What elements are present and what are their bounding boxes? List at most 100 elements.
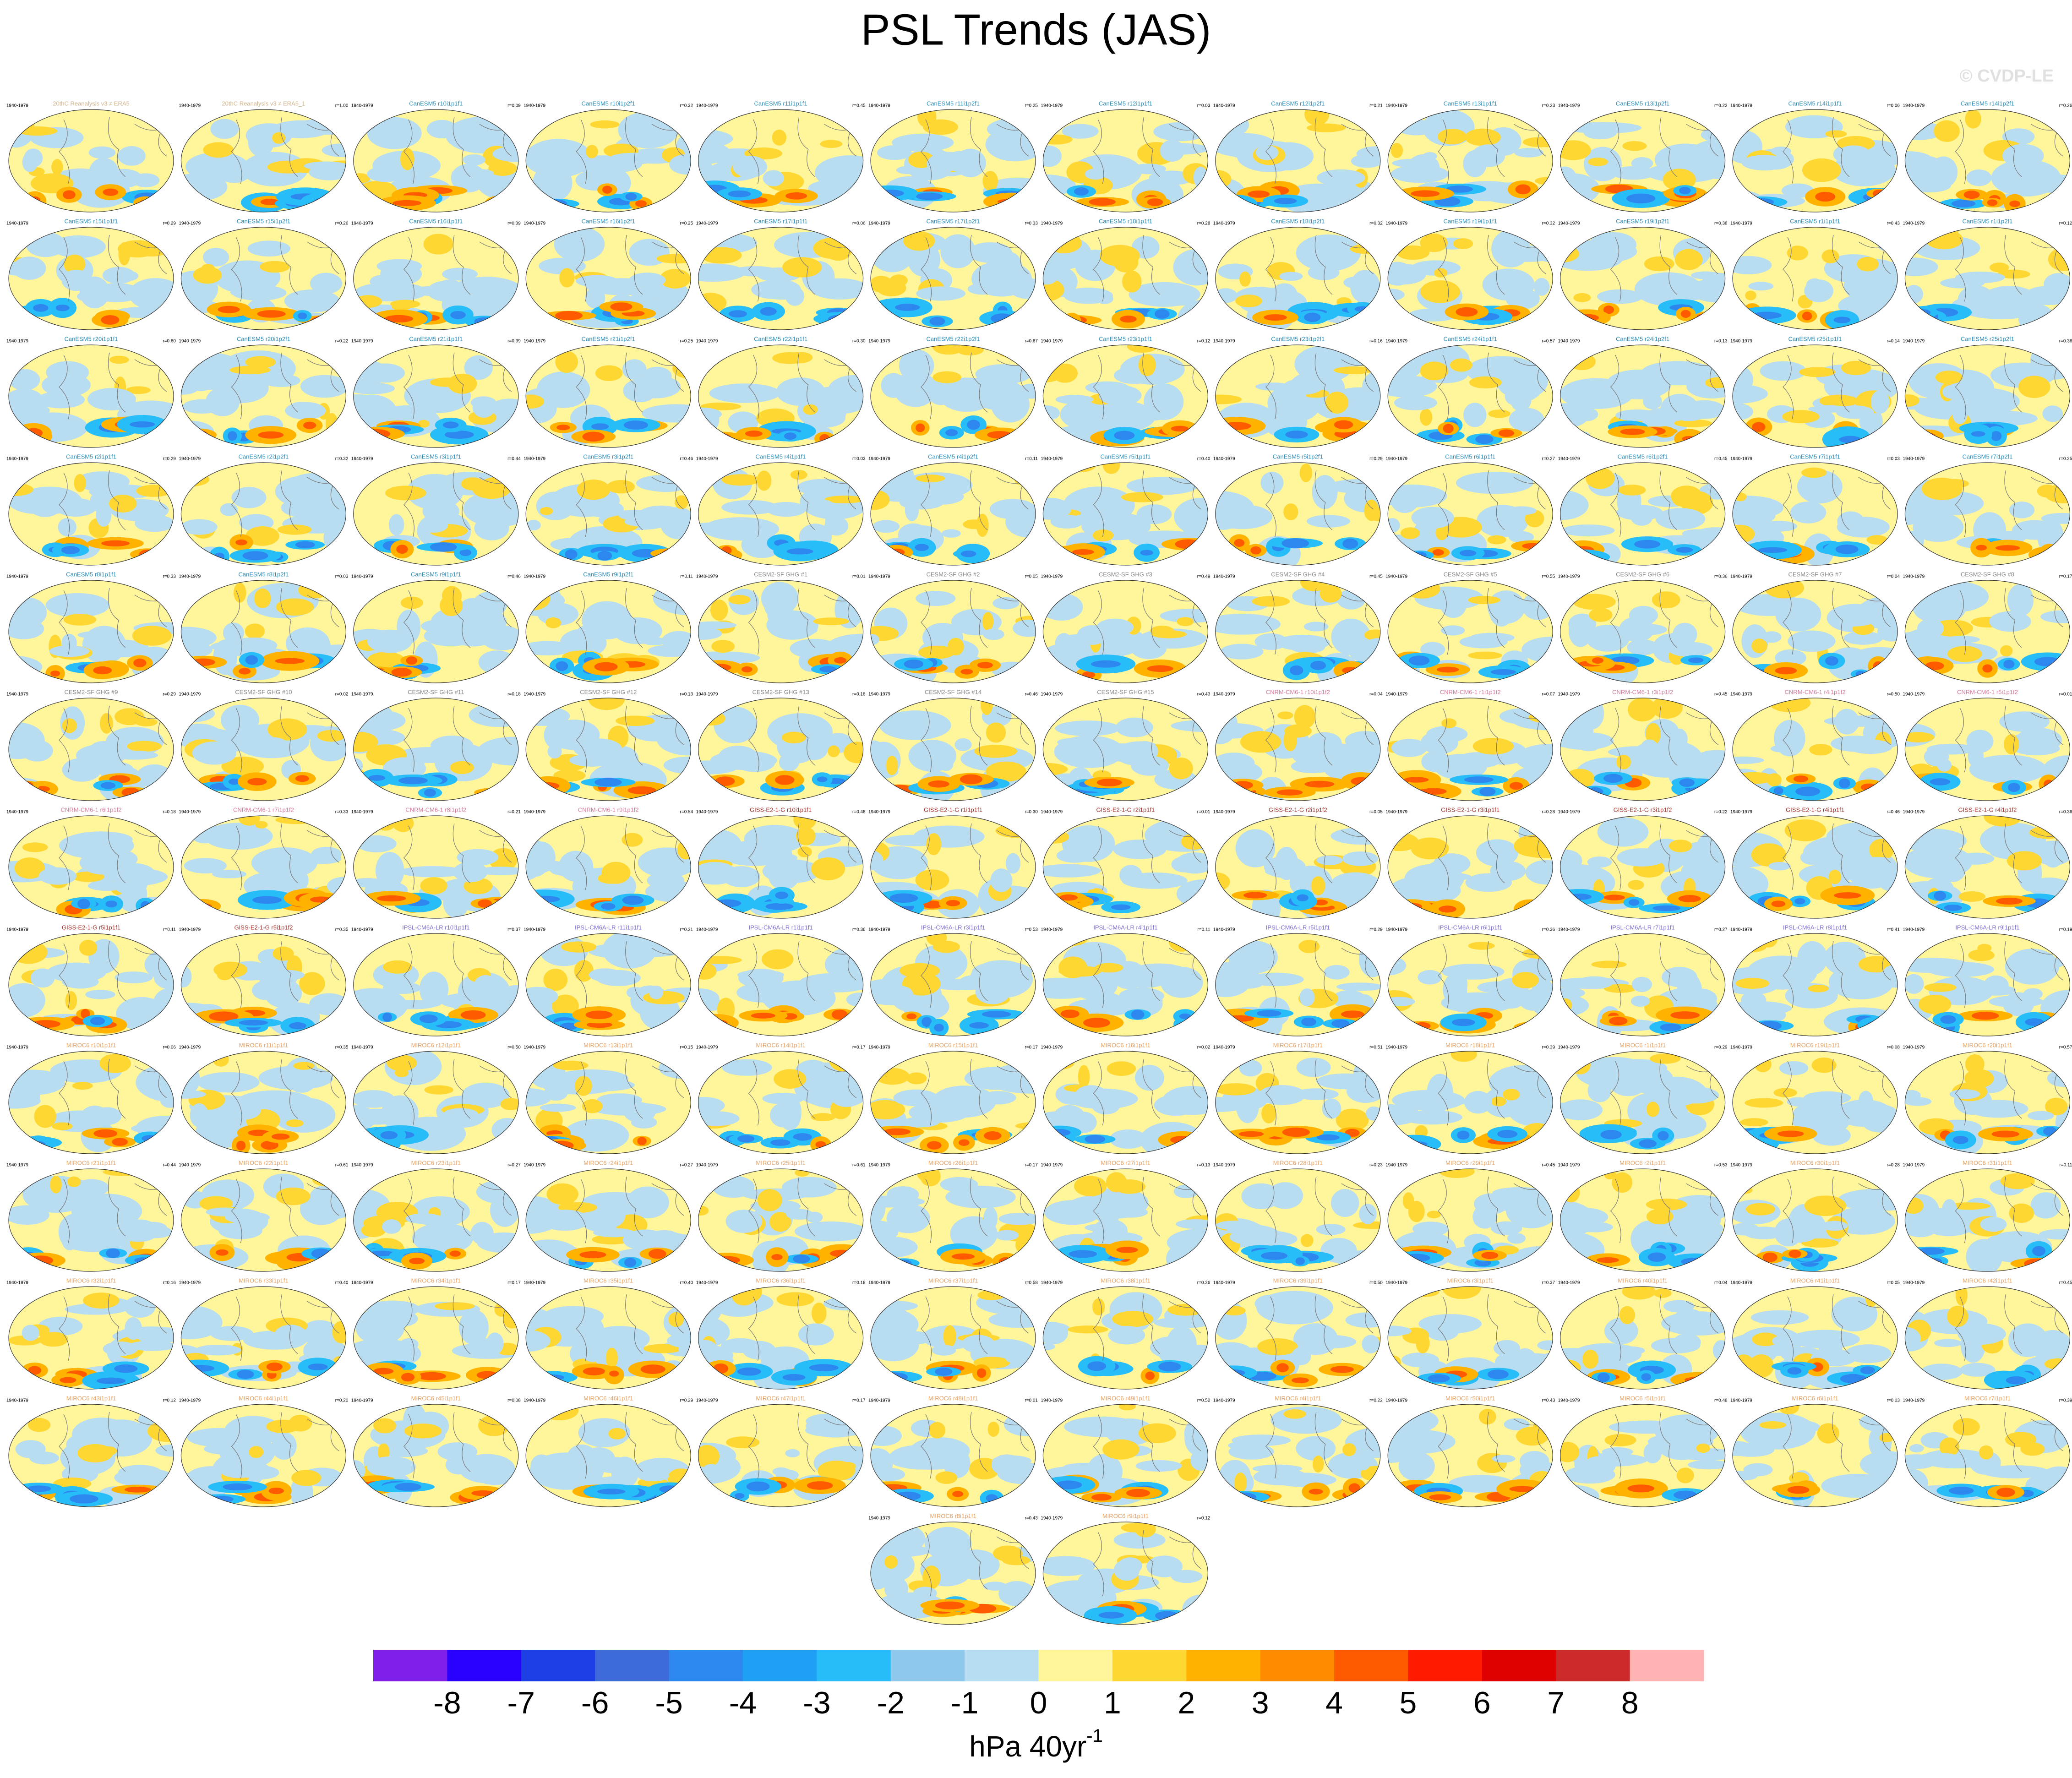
map-blob bbox=[1215, 496, 1233, 518]
map-blob bbox=[1868, 656, 1889, 676]
map-blob bbox=[745, 431, 763, 437]
map-blob bbox=[828, 314, 857, 323]
map-blob bbox=[1239, 271, 1251, 287]
panel-title: CESM2-SF GHG #15 bbox=[1097, 688, 1154, 695]
map-blob bbox=[1087, 1361, 1107, 1371]
map-blob bbox=[969, 1022, 989, 1029]
map-blob bbox=[1043, 265, 1059, 285]
map-blob bbox=[942, 529, 961, 538]
map-blob bbox=[906, 1013, 917, 1020]
panel-r: r=0.46 bbox=[1887, 810, 1900, 815]
map-blob bbox=[1094, 1203, 1121, 1224]
map-blob bbox=[1860, 1366, 1876, 1374]
panel-period: 1940-1979 bbox=[6, 1281, 28, 1286]
panel-period: 1940-1979 bbox=[868, 221, 890, 226]
map-blob bbox=[210, 119, 239, 139]
panel-title: CanESM5 r8i1p2f1 bbox=[238, 571, 289, 578]
panel-title: CanESM5 r19i1p1f1 bbox=[1444, 218, 1497, 224]
map-blob bbox=[1390, 165, 1449, 183]
map-blob bbox=[34, 1105, 56, 1128]
map-outline bbox=[180, 933, 347, 1036]
map-blob bbox=[928, 780, 949, 788]
map-blob bbox=[1865, 712, 1898, 731]
map-blob bbox=[272, 132, 286, 144]
map-blob bbox=[537, 782, 560, 790]
map-blob bbox=[760, 307, 777, 316]
map-blob bbox=[133, 658, 147, 667]
panel-r: r=0.33 bbox=[335, 810, 349, 815]
map-blob bbox=[25, 404, 50, 417]
map-blob bbox=[1131, 164, 1167, 175]
map-panel bbox=[181, 345, 346, 447]
map-blob bbox=[360, 1321, 396, 1340]
map-blob bbox=[1952, 1135, 1968, 1144]
map-blob bbox=[21, 740, 53, 762]
map-blob bbox=[829, 1051, 857, 1072]
map-blob bbox=[1782, 410, 1820, 424]
map-blob bbox=[1604, 1434, 1636, 1446]
map-blob bbox=[1817, 1423, 1839, 1444]
map-blob bbox=[2040, 610, 2070, 623]
panel-title: MIROC6 r41i1p1f1 bbox=[1790, 1277, 1840, 1284]
map-blob bbox=[49, 645, 90, 657]
map-blob bbox=[871, 740, 884, 760]
map-blob bbox=[986, 761, 1026, 782]
map-blob bbox=[1655, 508, 1706, 530]
panel-r: r=0.08 bbox=[507, 1398, 521, 1403]
map-blob bbox=[391, 667, 412, 677]
map-blob bbox=[1276, 1363, 1289, 1373]
map-blob bbox=[659, 1057, 691, 1079]
map-blob bbox=[721, 474, 760, 486]
map-blob bbox=[715, 776, 735, 786]
map-blob bbox=[14, 780, 40, 791]
map-outline bbox=[1387, 698, 1553, 801]
map-blob bbox=[2018, 376, 2050, 398]
map-blob bbox=[289, 1022, 306, 1030]
map-blob bbox=[1560, 140, 1591, 160]
map-outline bbox=[1215, 462, 1381, 566]
panel-title: CanESM5 r6i1p2f1 bbox=[1618, 453, 1668, 460]
map-blob bbox=[1283, 1409, 1306, 1419]
map-blob bbox=[1243, 892, 1267, 899]
map-outline bbox=[1732, 698, 1898, 801]
map-blob bbox=[1294, 345, 1354, 383]
panel-period: 1940-1979 bbox=[1903, 1045, 1925, 1050]
map-blob bbox=[1234, 1472, 1247, 1493]
map-blob bbox=[353, 731, 378, 752]
map-blob bbox=[1603, 894, 1625, 900]
panel-title: CanESM5 r18i1p1f1 bbox=[1099, 218, 1152, 224]
map-blob bbox=[594, 778, 622, 787]
map-blob bbox=[1215, 1287, 1233, 1302]
map-blob bbox=[434, 1302, 475, 1310]
map-blob bbox=[442, 586, 462, 606]
map-panel bbox=[1560, 580, 1725, 683]
map-blob bbox=[1016, 383, 1036, 399]
map-blob bbox=[1322, 749, 1360, 780]
map-panel bbox=[1905, 227, 2070, 330]
panel-r: r=0.39 bbox=[507, 221, 521, 226]
map-blob bbox=[1388, 264, 1426, 285]
map-blob bbox=[1346, 1079, 1380, 1103]
map-outline bbox=[698, 227, 864, 330]
map-blob bbox=[975, 981, 1010, 1004]
map-blob bbox=[353, 1090, 395, 1108]
panel-r: r=0.35 bbox=[335, 927, 349, 933]
map-blob bbox=[582, 431, 605, 442]
map-blob bbox=[785, 192, 807, 200]
map-blob bbox=[1392, 899, 1432, 914]
map-blob bbox=[1925, 229, 1963, 250]
panel-period: 1940-1979 bbox=[6, 104, 28, 109]
map-blob bbox=[451, 626, 496, 647]
panel-title: GISS-E2-1-G r4i1p1f2 bbox=[1958, 806, 2017, 813]
panel-title: MIROC6 r20i1p1f1 bbox=[1963, 1042, 2012, 1048]
panel-title: GISS-E2-1-G r5i1p1f2 bbox=[234, 924, 293, 931]
panel-period: 1940-1979 bbox=[1385, 1163, 1407, 1168]
map-blob bbox=[1043, 822, 1065, 836]
map-blob bbox=[1434, 268, 1448, 278]
map-blob bbox=[51, 159, 63, 175]
map-blob bbox=[1173, 249, 1208, 286]
map-blob bbox=[23, 191, 47, 211]
map-blob bbox=[234, 583, 246, 603]
map-blob bbox=[1752, 311, 1782, 319]
map-blob bbox=[721, 500, 779, 515]
